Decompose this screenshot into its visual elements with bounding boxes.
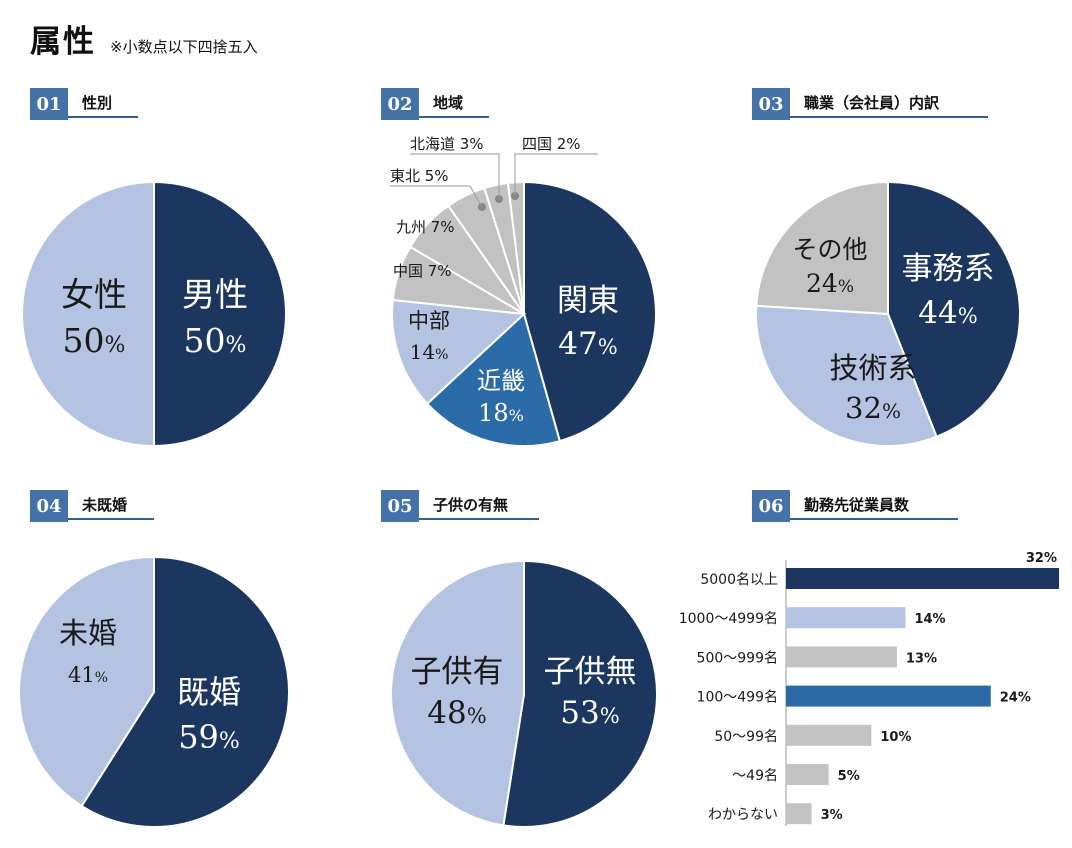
section-label: 地域 <box>419 88 489 118</box>
slice-label-with-children: 子供有 <box>411 654 504 690</box>
section-header-marital: 04 未既婚 <box>30 490 154 522</box>
bar-5 <box>786 764 829 785</box>
slice-label-kinki: 近畿 <box>477 367 525 395</box>
pie-slice-marital-1 <box>18 555 155 808</box>
bar-2 <box>786 646 897 668</box>
section-number: 05 <box>381 490 419 522</box>
section-number: 06 <box>752 490 790 522</box>
slice-label-hokkaido: 北海道 3% <box>410 135 484 153</box>
bar-value-2: 13% <box>906 651 937 666</box>
bar-0 <box>786 568 1059 589</box>
bar-category-1: 1000～4999名 <box>679 611 778 627</box>
slice-label-chubu: 中部 <box>408 309 450 333</box>
section-label: 職業（会社員）内訳 <box>790 88 988 118</box>
pie-slice-gender-0 <box>153 180 287 448</box>
section-label: 勤務先従業員数 <box>790 490 958 520</box>
bar-value-1: 14% <box>914 612 945 627</box>
page-header: 属性 ※小数点以下四捨五入 <box>30 16 258 61</box>
bar-3 <box>786 685 991 707</box>
section-number: 03 <box>752 88 790 120</box>
section-number: 02 <box>381 88 419 120</box>
pie-slice-children-1 <box>390 559 525 827</box>
pie-slice-region-1 <box>425 312 562 447</box>
section-label: 未既婚 <box>68 490 154 520</box>
bar-value-6: 3% <box>821 808 843 823</box>
section-header-company-size: 06 勤務先従業員数 <box>752 490 958 522</box>
section-label: 性別 <box>68 88 138 118</box>
bar-category-2: 500～999名 <box>697 650 778 666</box>
callout-line-tohoku <box>390 185 483 208</box>
bar-6 <box>786 803 812 825</box>
callout-line-hokkaido <box>410 153 500 199</box>
pie-slice-occupation-2 <box>755 180 889 316</box>
bar-value-0: 32% <box>1026 551 1057 566</box>
bar-category-6: わからない <box>708 807 778 823</box>
slice-label-tohoku: 東北 5% <box>390 167 449 185</box>
callout-line-shikoku <box>514 153 598 196</box>
pie-slice-marital-0 <box>80 555 290 828</box>
bar-value-5: 5% <box>838 769 860 784</box>
section-header-occupation: 03 職業（会社員）内訳 <box>752 88 988 120</box>
bar-value-3: 24% <box>1000 691 1031 706</box>
pie-slice-gender-1 <box>21 180 155 448</box>
bar-category-5: ～49名 <box>732 768 778 784</box>
slice-label-chugoku: 中国 7% <box>393 262 452 280</box>
section-header-region: 02 地域 <box>381 88 489 120</box>
pie-slice-region-0 <box>523 180 657 443</box>
pie-slice-occupation-1 <box>755 304 938 447</box>
bar-category-3: 100～499名 <box>697 690 778 706</box>
slice-label-shikoku: 四国 2% <box>522 135 581 153</box>
slice-label-male: 男性 <box>182 275 248 314</box>
slice-label-married: 既婚 <box>177 673 241 711</box>
slice-label-kyushu: 九州 7% <box>396 218 455 236</box>
section-label: 子供の有無 <box>419 490 539 520</box>
slice-label-no-children: 子供無 <box>544 654 637 690</box>
slice-label-office: 事務系 <box>902 251 995 287</box>
section-number: 01 <box>30 88 68 120</box>
slice-label-kanto: 関東 <box>557 283 619 319</box>
slice-label-female: 女性 <box>61 275 127 314</box>
section-number: 04 <box>30 490 68 522</box>
slice-label-other: その他 <box>792 235 867 264</box>
section-header-gender: 01 性別 <box>30 88 138 120</box>
bar-value-4: 10% <box>880 730 911 745</box>
page-title: 属性 <box>30 24 96 60</box>
pie-slice-occupation-0 <box>887 180 1021 439</box>
bar-4 <box>786 724 872 746</box>
pie-slice-region-7 <box>506 180 525 315</box>
bar-category-4: 50～99名 <box>714 729 778 745</box>
slice-label-unmarried: 未婚 <box>59 616 117 650</box>
rounding-note: ※小数点以下四捨五入 <box>110 38 258 56</box>
bar-1 <box>786 607 906 629</box>
slice-label-technical: 技術系 <box>829 351 916 385</box>
pie-slice-children-0 <box>502 559 658 828</box>
section-header-children: 05 子供の有無 <box>381 490 539 522</box>
pie-slice-region-2 <box>391 298 527 406</box>
bar-category-0: 5000名以上 <box>700 572 778 588</box>
